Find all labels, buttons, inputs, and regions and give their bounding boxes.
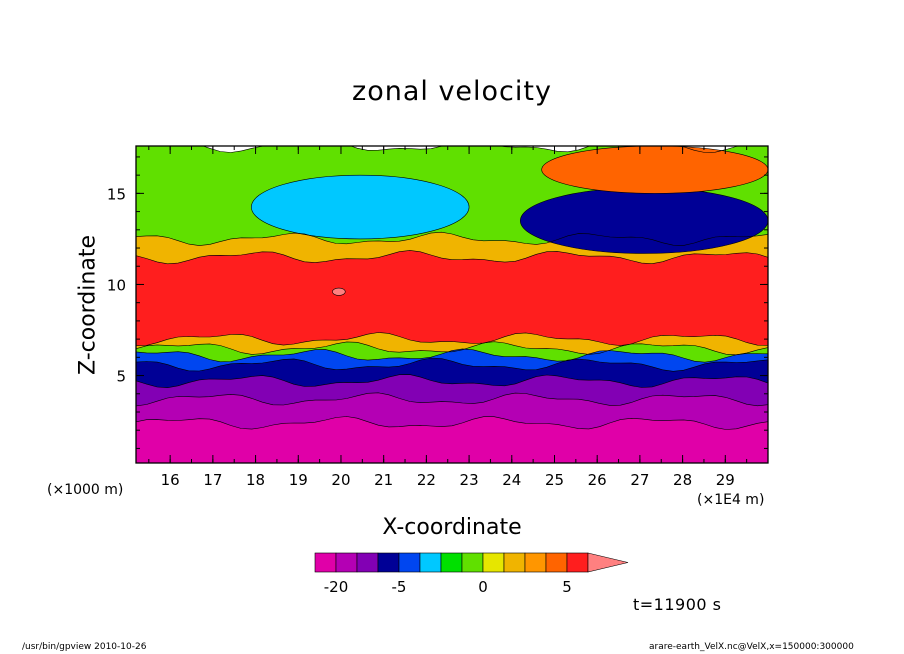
colorbar-segment <box>524 552 547 573</box>
contour-feature <box>332 287 346 296</box>
x-tick-label: 17 <box>203 471 222 489</box>
x-tick-label: 25 <box>545 471 564 489</box>
contour-line <box>136 357 768 372</box>
x-tick-label: 22 <box>417 471 436 489</box>
time-label: t=11900 s <box>633 595 722 614</box>
colorbar-segment <box>503 552 526 573</box>
contour-line <box>136 348 768 363</box>
y-axis-label: Z-coordinate <box>75 235 101 375</box>
contour-line <box>136 392 768 407</box>
y-tick-label: 15 <box>107 185 126 203</box>
colorbar-segment <box>461 552 484 573</box>
colorbar-segment <box>398 552 421 573</box>
contour-line <box>136 374 768 389</box>
colorbar-segment <box>419 552 442 573</box>
chart-title: zonal velocity <box>352 76 552 107</box>
x-axis: 16 17 18 19 20 21 22 23 24 25 26 27 28 29 <box>148 146 748 489</box>
contour-feature <box>250 174 470 240</box>
x-tick-label: 29 <box>716 471 735 489</box>
colorbar-segment <box>335 552 358 573</box>
x-tick-label: 26 <box>588 471 607 489</box>
x-tick-label: 21 <box>374 471 393 489</box>
x-tick-label: 16 <box>161 471 180 489</box>
contour-feature <box>520 187 768 254</box>
colorbar-segment <box>377 552 400 573</box>
colorbar-segment <box>482 552 505 573</box>
contour-line <box>136 332 768 346</box>
colorbar-segment <box>440 552 463 573</box>
contour-line <box>136 341 768 356</box>
contour-line <box>136 231 768 246</box>
x-tick-label: 27 <box>630 471 649 489</box>
colorbar-segment <box>545 552 568 573</box>
colorbar: -20 -5 0 5 <box>314 552 629 596</box>
y-tick-label: 5 <box>116 368 126 386</box>
x-axis-unit: (×1E4 m) <box>697 492 765 508</box>
plot-frame <box>135 145 769 464</box>
contour-line-group <box>136 146 768 430</box>
x-tick-label: 18 <box>246 471 265 489</box>
colorbar-label: -5 <box>392 578 407 596</box>
y-axis: 5 10 15 <box>107 156 768 449</box>
footer-file-info: arare-earth_VelX.nc@VelX,x=150000:300000 <box>649 642 854 652</box>
contour-line <box>136 416 768 430</box>
colorbar-segment <box>356 552 379 573</box>
x-tick-label: 19 <box>289 471 308 489</box>
colorbar-segment <box>314 552 337 573</box>
x-axis-label: X-coordinate <box>382 515 522 540</box>
contour-line <box>202 146 741 153</box>
colorbar-extend-triangle <box>587 552 629 573</box>
footer-program-info: /usr/bin/gpview 2010-10-26 <box>22 642 147 652</box>
contour-feature <box>541 146 768 194</box>
contour-band <box>136 416 768 463</box>
colorbar-label: -20 <box>324 578 349 596</box>
contour-fill-group <box>136 146 768 463</box>
x-tick-label: 23 <box>460 471 479 489</box>
x-tick-label: 28 <box>673 471 692 489</box>
y-axis-unit: (×1000 m) <box>47 482 124 498</box>
colorbar-label: 0 <box>478 578 488 596</box>
colorbar-label: 5 <box>562 578 572 596</box>
contour-line <box>136 250 768 265</box>
y-tick-label: 10 <box>107 276 126 294</box>
colorbar-segment <box>566 552 589 573</box>
x-tick-label: 20 <box>331 471 350 489</box>
x-tick-label: 24 <box>502 471 521 489</box>
